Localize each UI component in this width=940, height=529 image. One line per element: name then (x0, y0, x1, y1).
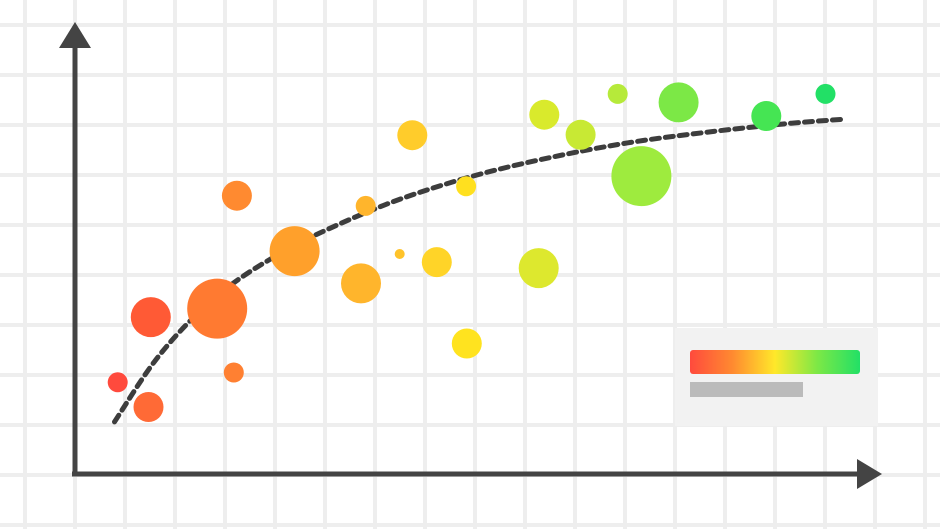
data-point (529, 99, 560, 130)
data-point (815, 83, 836, 104)
legend-color-scale (690, 350, 860, 374)
data-point (611, 146, 672, 207)
data-point (421, 247, 452, 278)
data-point (107, 372, 128, 393)
data-point (456, 176, 477, 197)
data-point (607, 83, 628, 104)
legend-label-placeholder (690, 382, 803, 397)
data-point (223, 362, 244, 383)
data-point (451, 328, 482, 359)
data-points (107, 82, 836, 422)
x-axis-arrow-icon (857, 459, 882, 489)
data-point (751, 101, 782, 131)
legend (675, 328, 878, 426)
data-point (221, 180, 252, 211)
y-axis-arrow-icon (59, 22, 91, 48)
data-point (565, 119, 596, 150)
data-point (341, 263, 381, 304)
legend-box (675, 328, 878, 426)
data-point (133, 392, 164, 422)
data-point (658, 82, 699, 123)
data-point (518, 248, 559, 289)
data-point (187, 278, 248, 339)
data-point (394, 249, 405, 259)
data-point (397, 120, 428, 151)
axes (59, 22, 882, 489)
data-point (130, 297, 171, 338)
data-point (355, 195, 376, 216)
data-point (269, 226, 320, 277)
